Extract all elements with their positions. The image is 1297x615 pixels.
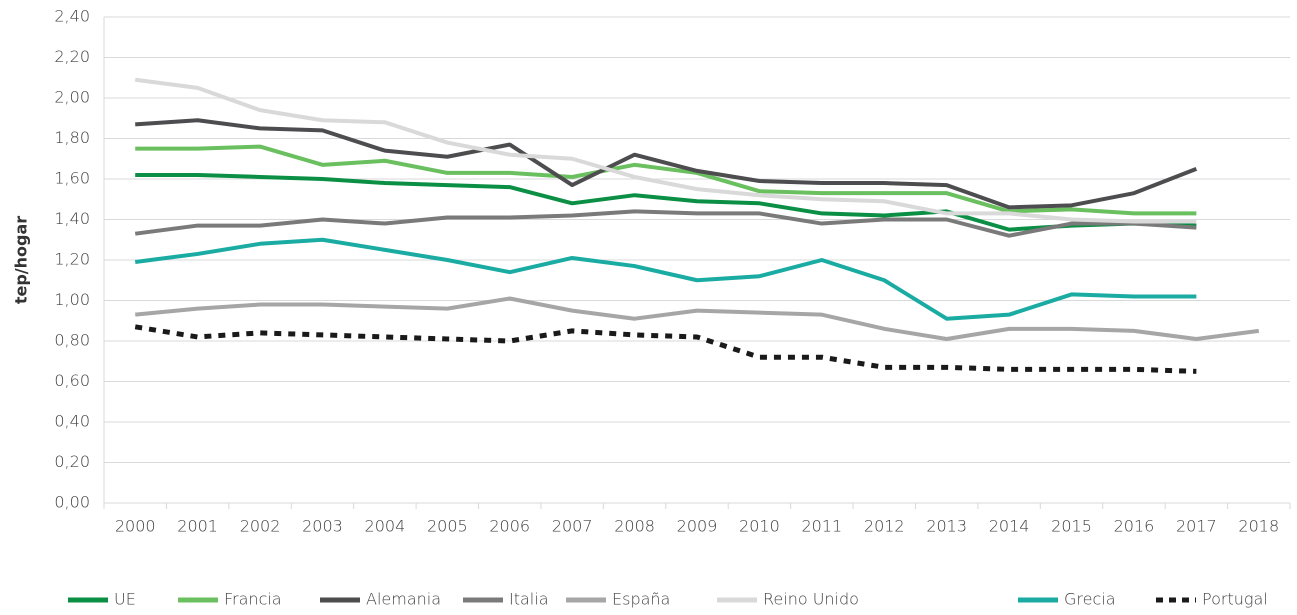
- legend-label: UE: [114, 590, 136, 609]
- y-tick-label: 2,20: [54, 47, 90, 66]
- x-tick-label: 2001: [177, 517, 218, 536]
- series-line: [134, 77, 1197, 224]
- series-line: [134, 209, 1197, 238]
- legend-label: Francia: [224, 590, 282, 609]
- series-line: [135, 144, 1197, 216]
- x-tick-label: 2007: [552, 517, 593, 536]
- y-tick-label: 2,00: [54, 88, 90, 107]
- x-tick-label: 2014: [989, 517, 1030, 536]
- x-tick-label: 2018: [1238, 517, 1279, 536]
- legend-label: Reino Unido: [763, 590, 859, 609]
- y-tick-label: 0,20: [54, 452, 90, 471]
- y-tick-label: 1,60: [54, 169, 90, 188]
- x-tick-label: 2003: [302, 517, 343, 536]
- legend-label: Grecia: [1064, 590, 1116, 609]
- x-tick-label: 2004: [365, 517, 406, 536]
- x-tick-label: 2008: [614, 517, 655, 536]
- x-tick-label: 2002: [240, 517, 281, 536]
- legend-label: Alemania: [366, 590, 441, 609]
- x-tick-label: 2010: [739, 517, 780, 536]
- x-tick-label: 2009: [677, 517, 718, 536]
- series-line: [135, 172, 1197, 232]
- series-line: [134, 237, 1197, 321]
- y-tick-label: 2,40: [54, 7, 90, 26]
- legend-label: España: [612, 590, 670, 609]
- y-tick-label: 1,80: [54, 128, 90, 147]
- x-tick-label: 2012: [864, 517, 905, 536]
- y-tick-label: 0,80: [54, 331, 90, 350]
- series-line: [135, 118, 1198, 210]
- y-tick-label: 0,60: [54, 371, 90, 390]
- y-tick-label: 1,00: [54, 290, 90, 309]
- y-tick-label: 0,40: [54, 412, 90, 431]
- series-line: [135, 296, 1260, 341]
- y-tick-label: 0,00: [54, 493, 90, 512]
- x-tick-label: 2015: [1051, 517, 1092, 536]
- y-axis-label: tep/hogar: [12, 216, 31, 304]
- x-tick-label: 2017: [1176, 517, 1217, 536]
- x-tick-label: 2013: [926, 517, 967, 536]
- legend-label: Portugal: [1202, 590, 1268, 609]
- x-tick-label: 2006: [489, 517, 530, 536]
- x-tick-label: 2011: [801, 517, 842, 536]
- x-tick-label: 2005: [427, 517, 468, 536]
- y-tick-label: 1,40: [54, 209, 90, 228]
- x-tick-label: 2016: [1114, 517, 1155, 536]
- legend-label: Italia: [509, 590, 549, 609]
- x-tick-label: 2000: [115, 517, 156, 536]
- series-line: [134, 324, 1197, 374]
- y-tick-label: 1,20: [54, 250, 90, 269]
